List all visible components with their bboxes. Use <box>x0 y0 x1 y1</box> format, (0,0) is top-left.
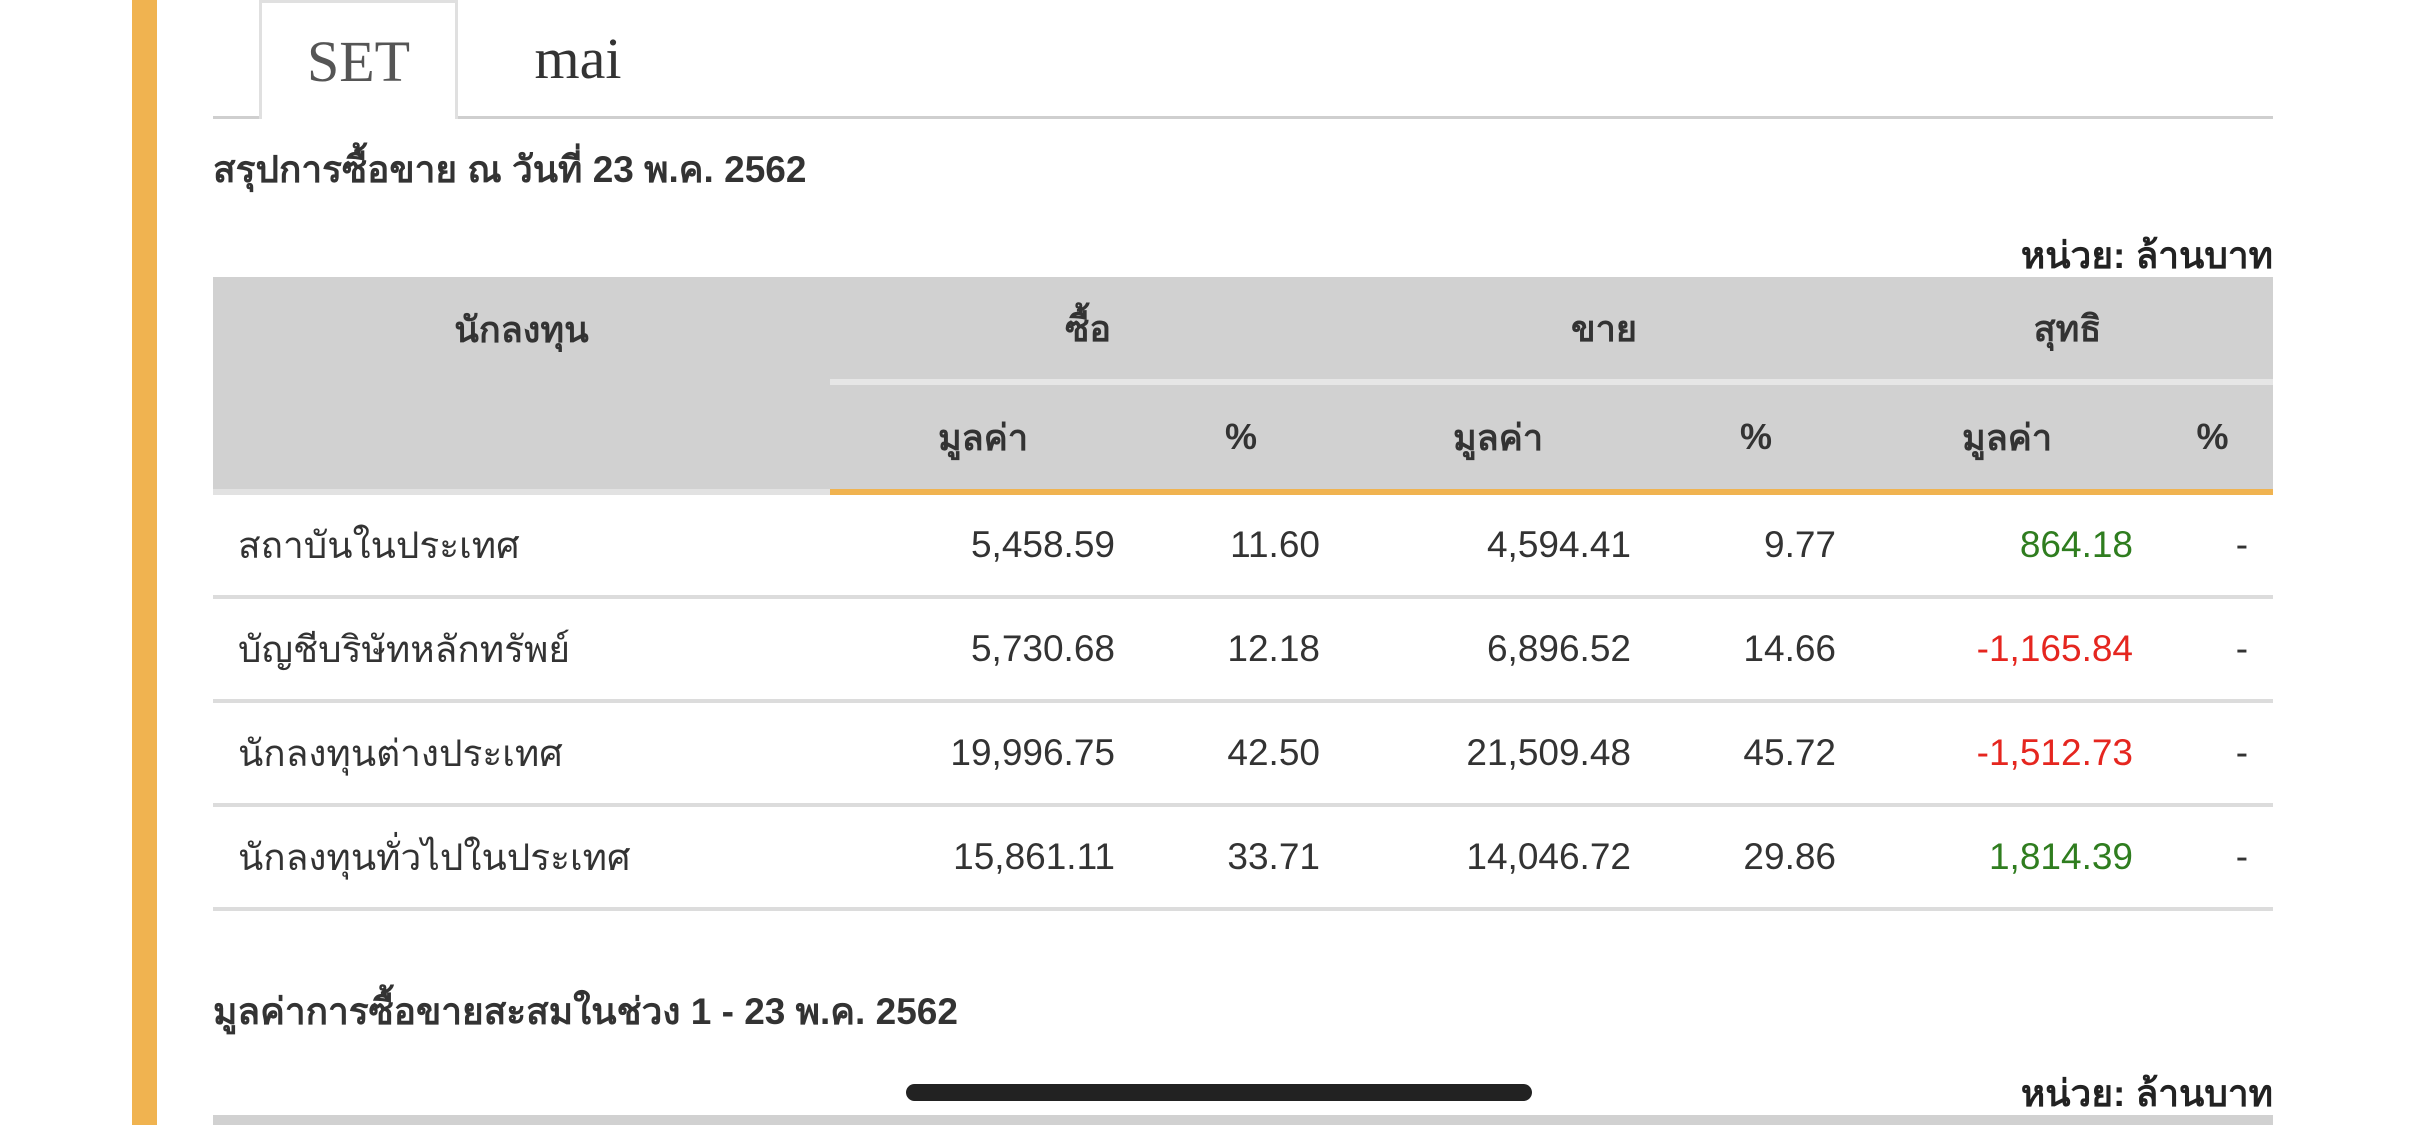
buy-percent: 11.60 <box>1136 492 1346 599</box>
net-percent: - <box>2152 701 2274 807</box>
tab-set[interactable]: SET <box>259 0 458 119</box>
investor-name: นักลงทุนทั่วไปในประเทศ <box>213 805 830 911</box>
summary-table: นักลงทุน ซื้อ ขาย สุทธิ มูลค่า % มูลค่า … <box>213 277 2274 911</box>
buy-value: 15,861.11 <box>830 805 1136 911</box>
summary-unit: หน่วย: ล้านบาท <box>2020 235 2273 276</box>
summary-title: สรุปการซื้อขาย ณ วันที่ 23 พ.ค. 2562 <box>213 149 807 190</box>
header-sell-percent: % <box>1650 382 1863 495</box>
sell-percent: 9.77 <box>1650 492 1863 599</box>
buy-value: 5,458.59 <box>830 492 1136 599</box>
sell-value: 4,594.41 <box>1346 492 1650 599</box>
buy-percent: 33.71 <box>1136 805 1346 911</box>
header-investor: นักลงทุน <box>213 277 830 382</box>
home-indicator[interactable] <box>906 1084 1532 1101</box>
sell-value: 21,509.48 <box>1346 701 1650 807</box>
cumulative-unit: หน่วย: ล้านบาท <box>2020 1073 2273 1114</box>
sell-value: 6,896.52 <box>1346 597 1650 703</box>
net-value: -1,512.73 <box>1862 701 2153 807</box>
header-investor-blank <box>213 382 830 495</box>
header-buy-percent: % <box>1136 382 1346 495</box>
net-percent: - <box>2152 597 2274 703</box>
cumulative-table-header <box>213 1115 2273 1125</box>
header-buy: ซื้อ <box>830 277 1346 385</box>
net-percent: - <box>2152 805 2274 911</box>
tab-mai[interactable]: mai <box>534 25 622 91</box>
market-tabs: SET mai <box>213 0 2273 119</box>
investor-name: สถาบันในประเทศ <box>213 492 830 599</box>
net-percent: - <box>2152 492 2274 599</box>
cumulative-title: มูลค่าการซื้อขายสะสมในช่วง 1 - 23 พ.ค. 2… <box>213 991 958 1032</box>
table-row: บัญชีบริษัทหลักทรัพย์ 5,730.68 12.18 6,896.… <box>213 597 2274 703</box>
accent-bar <box>132 0 157 1125</box>
header-buy-value: มูลค่า <box>830 382 1136 495</box>
sell-percent: 29.86 <box>1650 805 1863 911</box>
header-net: สุทธิ <box>1862 277 2274 385</box>
header-net-value: มูลค่า <box>1862 382 2153 495</box>
net-value: 1,814.39 <box>1862 805 2153 911</box>
table-row: นักลงทุนต่างประเทศ 19,996.75 42.50 21,509.4… <box>213 701 2274 807</box>
buy-percent: 42.50 <box>1136 701 1346 807</box>
investor-name: นักลงทุนต่างประเทศ <box>213 701 830 807</box>
sell-percent: 45.72 <box>1650 701 1863 807</box>
buy-value: 5,730.68 <box>830 597 1136 703</box>
header-sell: ขาย <box>1346 277 1863 385</box>
table-row: นักลงทุนทั่วไปในประเทศ 15,861.11 33.71 14,0… <box>213 805 2274 911</box>
table-row: สถาบันในประเทศ 5,458.59 11.60 4,594.41 9.77 8… <box>213 492 2274 599</box>
header-net-percent: % <box>2152 382 2274 495</box>
sell-value: 14,046.72 <box>1346 805 1650 911</box>
investor-name: บัญชีบริษัทหลักทรัพย์ <box>213 597 830 703</box>
header-sell-value: มูลค่า <box>1346 382 1650 495</box>
net-value: -1,165.84 <box>1862 597 2153 703</box>
buy-value: 19,996.75 <box>830 701 1136 807</box>
sell-percent: 14.66 <box>1650 597 1863 703</box>
net-value: 864.18 <box>1862 492 2153 599</box>
buy-percent: 12.18 <box>1136 597 1346 703</box>
